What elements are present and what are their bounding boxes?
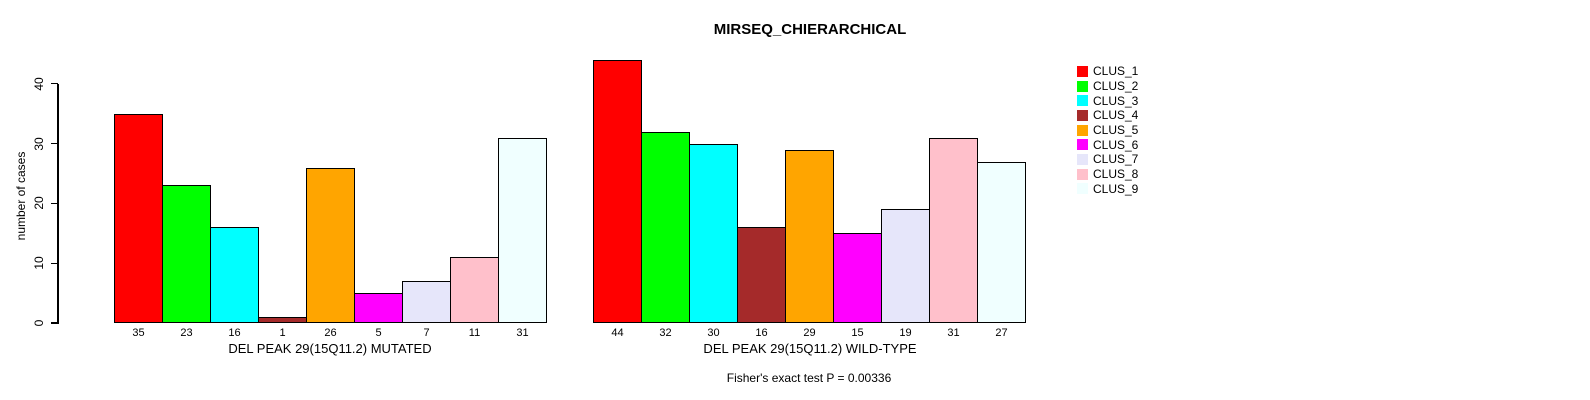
- legend-item-clus_7: CLUS_7: [1077, 152, 1138, 167]
- bar-value-label: 1: [279, 327, 286, 339]
- legend-item-clus_6: CLUS_6: [1077, 137, 1138, 152]
- legend-item-clus_5: CLUS_5: [1077, 123, 1138, 138]
- bar-clus_4: [737, 227, 786, 323]
- bar-clus_7: [881, 209, 930, 323]
- bar-value-label: 23: [180, 327, 193, 339]
- legend-swatch-clus_7: [1077, 153, 1088, 165]
- x-axis-title-mutated: DEL PEAK 29(15Q11.2) MUTATED: [228, 341, 432, 356]
- bar-value-label: 31: [947, 327, 960, 339]
- legend-label: CLUS_7: [1093, 152, 1139, 167]
- bar-clus_8: [450, 257, 499, 323]
- bar-value-label: 29: [803, 327, 816, 339]
- bar-clus_2: [162, 185, 211, 323]
- bar-value-label: 19: [899, 327, 912, 339]
- bar-clus_5: [785, 150, 834, 323]
- bar-clus_3: [210, 227, 259, 323]
- bar-value-label: 16: [755, 327, 768, 339]
- legend-label: CLUS_8: [1093, 167, 1139, 182]
- y-axis-tick: [51, 322, 58, 324]
- y-axis-tick: [51, 202, 58, 204]
- fisher-test-annotation: Fisher's exact test P = 0.00336: [726, 371, 892, 385]
- legend-item-clus_1: CLUS_1: [1077, 64, 1138, 79]
- bar-clus_5: [306, 168, 355, 323]
- legend-label: CLUS_1: [1093, 64, 1139, 79]
- legend: CLUS_1 CLUS_2 CLUS_3 CLUS_4 CLUS_5 CLUS_6 CLUS…: [1077, 64, 1138, 196]
- bar-value-label: 30: [707, 327, 720, 339]
- legend-swatch-clus_6: [1077, 139, 1088, 151]
- y-axis-tick-label: 20: [32, 196, 46, 211]
- y-axis-tick: [51, 83, 58, 85]
- legend-item-clus_8: CLUS_8: [1077, 167, 1138, 182]
- bar-labels-mutated: 35 23 16 1 26 5 7 11 31: [114, 327, 547, 340]
- bar-clus_3: [689, 144, 738, 323]
- legend-label: CLUS_5: [1093, 123, 1139, 138]
- bar-labels-wildtype: 44 32 30 16 29 15 19 31 27: [593, 327, 1026, 340]
- legend-item-clus_3: CLUS_3: [1077, 93, 1138, 108]
- legend-label: CLUS_3: [1093, 93, 1139, 108]
- legend-item-clus_9: CLUS_9: [1077, 182, 1138, 197]
- bar-value-label: 7: [423, 327, 430, 339]
- legend-swatch-clus_3: [1077, 95, 1088, 107]
- bar-value-label: 15: [851, 327, 864, 339]
- chart-title: MIRSEQ_CHIERARCHICAL: [713, 21, 907, 38]
- legend-swatch-clus_5: [1077, 124, 1088, 136]
- legend-item-clus_4: CLUS_4: [1077, 108, 1138, 123]
- legend-swatch-clus_2: [1077, 80, 1088, 92]
- y-axis-tick-label: 0: [32, 319, 46, 327]
- legend-item-clus_2: CLUS_2: [1077, 79, 1138, 94]
- bar-clus_6: [833, 233, 882, 323]
- y-axis-tick-label: 10: [32, 256, 46, 270]
- legend-swatch-clus_1: [1077, 65, 1088, 77]
- legend-swatch-clus_8: [1077, 168, 1088, 180]
- y-axis-tick: [51, 262, 58, 264]
- bar-clus_1: [114, 114, 163, 323]
- bar-value-label: 16: [228, 327, 241, 339]
- y-axis-tick: [51, 143, 58, 145]
- bar-value-label: 26: [324, 327, 337, 339]
- bar-clus_7: [402, 281, 451, 323]
- legend-label: CLUS_2: [1093, 79, 1139, 94]
- bar-clus_6: [354, 293, 403, 323]
- bar-clus_8: [929, 138, 978, 323]
- bar-clus_4: [258, 317, 307, 323]
- legend-label: CLUS_4: [1093, 108, 1139, 123]
- legend-label: CLUS_9: [1093, 181, 1139, 196]
- bar-clus_9: [498, 138, 547, 323]
- bar-clus_9: [977, 162, 1026, 323]
- y-axis-tick-label: 30: [32, 136, 46, 151]
- bar-clus_1: [593, 60, 642, 323]
- x-axis-title-wildtype: DEL PEAK 29(15Q11.2) WILD-TYPE: [703, 341, 917, 356]
- bar-value-label: 31: [516, 327, 529, 339]
- bar-value-label: 11: [468, 327, 481, 339]
- bar-value-label: 35: [132, 327, 145, 339]
- bar-clus_2: [641, 132, 690, 323]
- bar-value-label: 44: [611, 327, 624, 339]
- bar-value-label: 27: [995, 327, 1008, 339]
- bar-value-label: 32: [659, 327, 672, 339]
- legend-swatch-clus_9: [1077, 183, 1088, 195]
- y-axis-tick-label: 40: [32, 77, 46, 91]
- bar-value-label: 5: [375, 327, 382, 339]
- y-axis-label: number of cases: [14, 151, 28, 241]
- legend-swatch-clus_4: [1077, 109, 1088, 121]
- legend-label: CLUS_6: [1093, 137, 1139, 152]
